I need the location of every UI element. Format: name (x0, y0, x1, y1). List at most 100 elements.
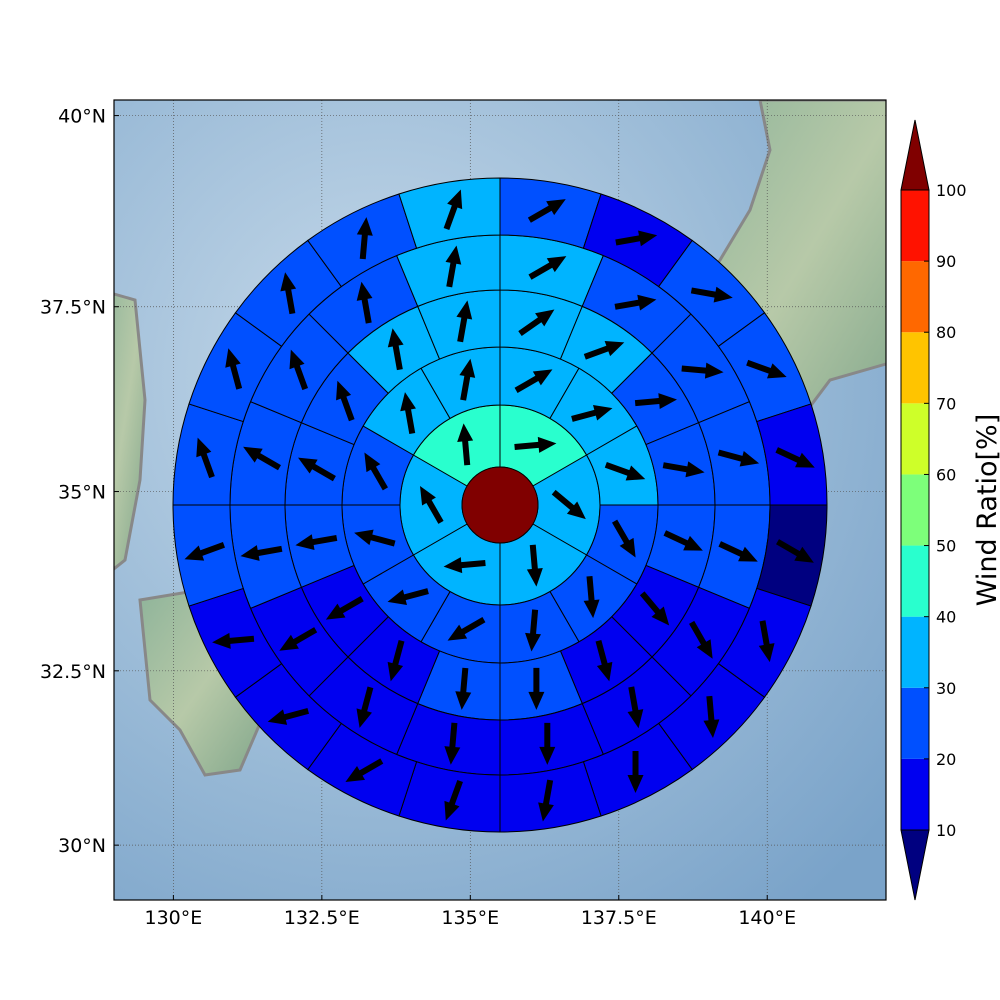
wind-arrow (184, 542, 225, 561)
wind-arrow (267, 707, 310, 725)
wind-arrow (364, 452, 388, 491)
colorbar-tick-label: 20 (936, 750, 956, 769)
wind-arrow (459, 358, 476, 401)
colorbar-level (901, 474, 929, 546)
map-frame (113, 99, 887, 901)
wind-arrow (325, 596, 364, 620)
wind-arrow (354, 529, 396, 547)
wind-arrow (387, 639, 405, 682)
wind-arrow (295, 534, 338, 550)
wind-arrow (758, 620, 775, 663)
wind-arrow (444, 780, 463, 821)
colorbar-level (901, 403, 929, 475)
wind-arrow (634, 393, 677, 410)
wind-arrow (614, 294, 657, 311)
x-tick-label: 137.5°E (581, 907, 657, 929)
wind-arrow (279, 627, 318, 651)
colorbar-frame (900, 189, 930, 831)
wind-arrow (571, 405, 613, 422)
colorbar-tick-label: 100 (936, 181, 967, 200)
wind-arrow (583, 576, 600, 619)
y-tick-label: 30°N (58, 835, 106, 857)
wind-arrow (703, 695, 720, 738)
wind-arrow (538, 779, 554, 822)
x-tick-label: 130°E (144, 907, 202, 929)
wind-arrow (400, 392, 416, 435)
wind-arrow (356, 217, 373, 260)
colorbar-tick-label: 10 (936, 821, 956, 840)
wind-arrow (525, 609, 542, 652)
x-tick-label: 140°E (738, 907, 796, 929)
wind-arrow (336, 380, 355, 422)
wind-arrow (443, 189, 463, 230)
wind-arrow (527, 199, 566, 223)
colorbar-level (901, 687, 929, 759)
colorbar-level (901, 758, 929, 830)
colorbar-tick-label: 70 (936, 394, 956, 413)
wind-arrow (612, 519, 636, 558)
wind-arrows (184, 189, 815, 822)
wind-arrow (445, 245, 462, 288)
colorbar-tick-label: 40 (936, 608, 956, 627)
wind-arrow (356, 686, 374, 728)
wind-arrow (583, 341, 625, 360)
wind-arrow (345, 758, 384, 782)
wind-arrow (443, 557, 486, 574)
colorbar-tick-label: 30 (936, 679, 956, 698)
wind-arrow (595, 639, 613, 682)
x-tick-label: 132.5°E (284, 907, 360, 929)
wind-arrow (196, 437, 215, 479)
y-tick-label: 35°N (58, 482, 106, 504)
wind-arrow (615, 230, 658, 247)
wind-arrow (225, 348, 243, 390)
wind-arrow (420, 485, 444, 524)
colorbar-level (901, 545, 929, 617)
colorbar-tick-label: 80 (936, 323, 956, 342)
wind-arrow (212, 632, 255, 649)
colorbar: 10 20 30 40 50 60 70 80 90 100 (900, 119, 967, 901)
wind-arrow (681, 362, 724, 379)
wind-arrow (289, 349, 309, 391)
wind-arrow (240, 545, 283, 561)
polar-grid (172, 177, 828, 833)
wind-arrow (663, 530, 703, 551)
wind-arrow (775, 447, 815, 468)
wind-arrow (528, 667, 545, 710)
colorbar-level (901, 616, 929, 688)
wind-arrow (444, 722, 461, 765)
colorbar-tick-label: 90 (936, 252, 956, 271)
wind-arrow (298, 457, 336, 482)
y-tick-label: 40°N (58, 106, 106, 128)
wind-arrow (447, 617, 486, 641)
wind-arrow (604, 461, 646, 481)
y-tick-label: 32.5°N (40, 661, 106, 683)
colorbar-tick-label: 60 (936, 465, 956, 484)
land (114, 292, 147, 571)
colorbar-tick-label: 50 (936, 537, 956, 556)
wind-arrow (539, 722, 556, 765)
wind-arrow (528, 256, 567, 280)
wind-arrow (746, 359, 787, 379)
wind-arrow (514, 436, 557, 453)
wind-arrow (718, 541, 758, 562)
wind-arrow (243, 446, 281, 471)
wind-arrow (356, 281, 373, 324)
wind-arrow (662, 461, 705, 478)
wind-arrow (526, 544, 543, 587)
colorbar-label: Wind Ratio[%] (972, 414, 1000, 606)
y-tick-label: 37.5°N (40, 297, 106, 319)
wind-arrow (776, 539, 814, 563)
center-cell (461, 466, 539, 544)
wind-arrow (639, 591, 670, 626)
colorbar-level (901, 190, 929, 262)
wind-arrow (455, 667, 472, 710)
colorbar-level (901, 261, 929, 333)
colorbar-under (900, 829, 930, 901)
wind-arrow (387, 588, 429, 605)
colorbar-level (901, 332, 929, 404)
wind-arrow (627, 686, 644, 729)
axis-ticks: 130°E 132.5°E 135°E 137.5°E 140°E 30°N 32.5°N 3… (40, 106, 796, 929)
x-tick-label: 135°E (441, 907, 499, 929)
